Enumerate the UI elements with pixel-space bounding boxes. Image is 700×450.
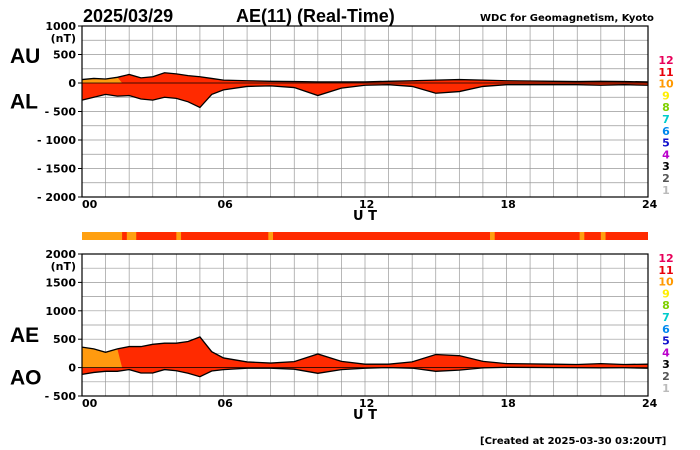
station-bar-segment (579, 232, 585, 240)
plot-frame (81, 253, 649, 397)
legend-label: 8 (662, 299, 670, 312)
station-bar-segment (268, 232, 274, 240)
au-al-panel: 1000 500 0 - 500 - 1000 - 1500 - 2000 (nT) 00 06 1… (10, 20, 658, 224)
legend-label: 10 (658, 78, 674, 91)
x-tick-label: 06 (218, 397, 234, 410)
station-bar-segment (600, 232, 606, 240)
legend-label: 11 (658, 66, 673, 79)
legend-label: 10 (658, 276, 674, 289)
legend-label: 4 (662, 148, 670, 161)
y-tick-label: 1000 (45, 20, 76, 33)
y-tick-label: 500 (53, 49, 76, 62)
legend-label: 6 (662, 323, 670, 336)
legend-label: 1 (662, 382, 670, 395)
legend-label: 2 (662, 172, 670, 185)
station-bar-segment (82, 232, 123, 240)
legend-label: 7 (662, 113, 670, 126)
legend-label: 12 (658, 252, 673, 265)
x-tick-label: 06 (218, 198, 234, 211)
ae-ao-panel: 2000 1500 1000 500 0 - 500 (nT) 00 06 12 18 24 U T AE… (10, 248, 658, 423)
legend-label: 5 (662, 137, 670, 150)
x-tick-label: 18 (501, 397, 516, 410)
al-series-line (81, 84, 649, 109)
x-axis-label: U T (353, 408, 377, 423)
legend-label: 8 (662, 101, 670, 114)
y-tick-label: 1500 (45, 276, 76, 289)
lower-index-label: AL (10, 91, 38, 114)
y-tick-label: - 1500 (37, 163, 76, 176)
station-bar-base (82, 232, 648, 240)
source-label: WDC for Geomagnetism, Kyoto (480, 13, 654, 24)
unit-label: (nT) (51, 32, 76, 45)
x-tick-label: 00 (82, 397, 98, 410)
x-tick-label: 00 (82, 198, 98, 211)
orange-segment-fill (82, 77, 123, 83)
lower-index-label: AO (10, 367, 42, 390)
legend-label: 7 (662, 311, 670, 324)
legend-label: 1 (662, 184, 670, 197)
station-bar-segment (126, 232, 137, 240)
legend-label: 3 (662, 160, 670, 173)
y-tick-label: 1000 (45, 305, 76, 318)
y-tick-label: 2000 (45, 248, 76, 261)
station-bar-segment (489, 232, 495, 240)
y-tick-label: - 1000 (37, 134, 76, 147)
unit-label: (nT) (51, 260, 76, 273)
station-count-bar (82, 232, 648, 240)
x-tick-label: 12 (359, 198, 374, 211)
legend-label: 9 (662, 287, 670, 300)
y-tick-label: - 500 (45, 106, 77, 119)
x-axis-label: U T (353, 209, 377, 224)
orange-segment-fill (82, 347, 123, 368)
created-label: [Created at 2025-03-30 03:20UT] (480, 436, 666, 447)
x-tick-label: 24 (642, 397, 658, 410)
legend-label: 4 (662, 346, 670, 359)
y-tick-label: 500 (53, 333, 76, 346)
date-title: 2025/03/29 (83, 6, 173, 26)
y-tick-label: - 500 (45, 390, 77, 403)
index-title: AE(11) (Real-Time) (236, 6, 395, 26)
legend-label: 3 (662, 358, 670, 371)
data-area-fill (82, 72, 648, 108)
legend-label: 11 (658, 264, 673, 277)
legend-label: 6 (662, 125, 670, 138)
legend-label: 2 (662, 370, 670, 383)
y-tick-label: 0 (68, 362, 76, 375)
legend-label: 12 (658, 54, 673, 67)
legend-label: 5 (662, 335, 670, 348)
upper-index-label: AE (10, 324, 39, 347)
x-tick-label: 12 (359, 397, 374, 410)
x-tick-label: 18 (501, 198, 516, 211)
x-tick-label: 24 (642, 198, 658, 211)
legend-label: 9 (662, 89, 670, 102)
station-bar-segment (176, 232, 182, 240)
y-tick-label: - 2000 (37, 191, 76, 204)
au-series-line (81, 72, 649, 83)
ae-series-line (81, 336, 649, 366)
upper-index-label: AU (10, 45, 40, 68)
y-tick-label: 0 (68, 77, 76, 90)
